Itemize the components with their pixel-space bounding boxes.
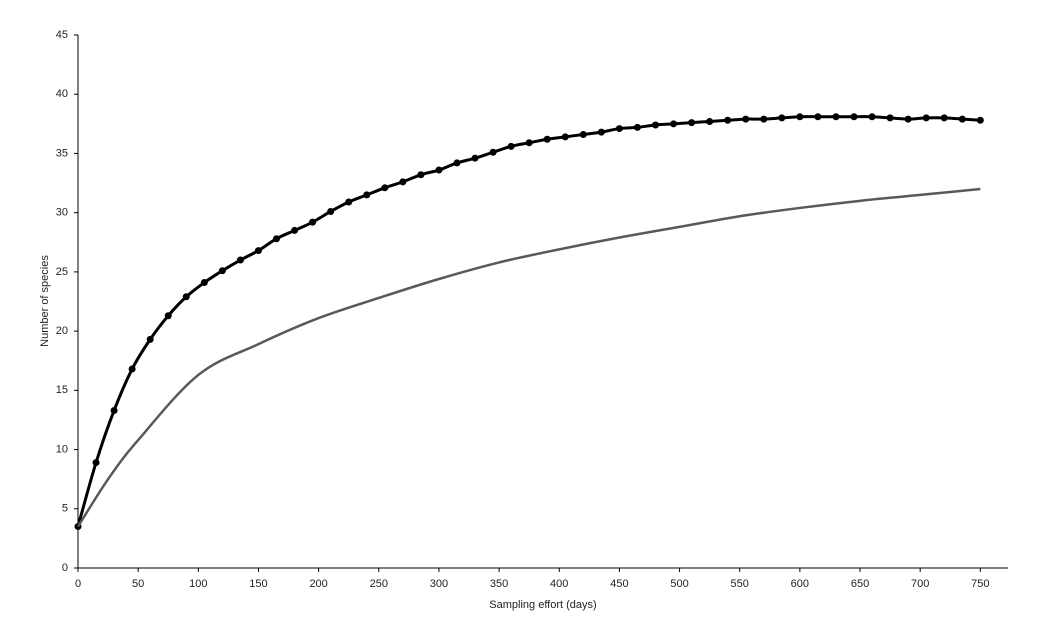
- x-tick-label: 50: [132, 578, 144, 590]
- data-point: [760, 115, 768, 123]
- data-point: [309, 218, 317, 226]
- data-point: [399, 178, 407, 186]
- x-tick-label: 550: [731, 578, 749, 590]
- data-point: [579, 130, 587, 138]
- data-point: [435, 166, 443, 174]
- data-point: [958, 115, 966, 123]
- y-tick-label: 10: [56, 443, 68, 455]
- y-tick-label: 0: [62, 562, 68, 574]
- data-point: [850, 113, 858, 121]
- y-tick-label: 35: [56, 147, 68, 159]
- y-tick-label: 20: [56, 325, 68, 337]
- data-point: [507, 142, 515, 150]
- data-point: [724, 116, 732, 124]
- data-point: [615, 125, 623, 133]
- y-tick-label: 15: [56, 384, 68, 396]
- data-point: [417, 171, 425, 179]
- data-point: [543, 135, 551, 143]
- data-point: [363, 191, 371, 199]
- data-point: [868, 113, 876, 121]
- series-line: [76, 115, 981, 527]
- data-point: [291, 226, 299, 234]
- x-tick-label: 650: [851, 578, 869, 590]
- x-tick-label: 100: [189, 578, 207, 590]
- y-tick-label: 45: [56, 29, 68, 41]
- data-point: [922, 114, 930, 122]
- data-point: [633, 123, 641, 131]
- data-point: [471, 154, 479, 162]
- data-point: [164, 312, 172, 320]
- y-tick-label: 5: [62, 503, 68, 515]
- x-tick-label: 500: [670, 578, 688, 590]
- x-tick-label: 750: [971, 578, 989, 590]
- data-point: [525, 139, 533, 147]
- x-axis-label: Sampling effort (days): [489, 599, 596, 611]
- x-tick-label: 600: [791, 578, 809, 590]
- x-tick-label: 0: [75, 578, 81, 590]
- data-point: [327, 207, 335, 215]
- data-point: [218, 267, 226, 275]
- x-tick-label: 150: [249, 578, 267, 590]
- series-line: [76, 187, 981, 528]
- data-point: [886, 114, 894, 122]
- data-point: [670, 120, 678, 128]
- data-point: [976, 116, 984, 124]
- data-point: [561, 133, 569, 141]
- y-axis-label: Number of species: [39, 255, 51, 347]
- data-point: [832, 113, 840, 121]
- data-point: [381, 184, 389, 192]
- data-point: [778, 114, 786, 122]
- data-point: [110, 406, 118, 414]
- data-point: [273, 235, 281, 243]
- y-tick-label: 30: [56, 207, 68, 219]
- data-point: [453, 159, 461, 167]
- data-point: [345, 198, 353, 206]
- data-point: [796, 113, 804, 121]
- data-point: [597, 128, 605, 136]
- data-point: [706, 117, 714, 125]
- data-point: [236, 256, 244, 264]
- data-point: [940, 114, 948, 122]
- data-point: [489, 148, 497, 156]
- x-tick-label: 200: [309, 578, 327, 590]
- data-point: [904, 115, 912, 123]
- data-point: [92, 459, 100, 467]
- data-point: [146, 335, 154, 343]
- data-point: [688, 119, 696, 127]
- x-tick-label: 450: [610, 578, 628, 590]
- x-tick-label: 300: [430, 578, 448, 590]
- data-point: [200, 279, 208, 287]
- y-tick-label: 25: [56, 266, 68, 278]
- data-point: [128, 365, 136, 373]
- x-tick-label: 250: [370, 578, 388, 590]
- data-point: [651, 121, 659, 129]
- data-point: [182, 293, 190, 301]
- y-tick-label: 40: [56, 88, 68, 100]
- x-tick-label: 700: [911, 578, 929, 590]
- data-point: [254, 247, 262, 255]
- x-tick-label: 350: [490, 578, 508, 590]
- data-point: [742, 115, 750, 123]
- data-point: [814, 113, 822, 121]
- x-tick-label: 400: [550, 578, 568, 590]
